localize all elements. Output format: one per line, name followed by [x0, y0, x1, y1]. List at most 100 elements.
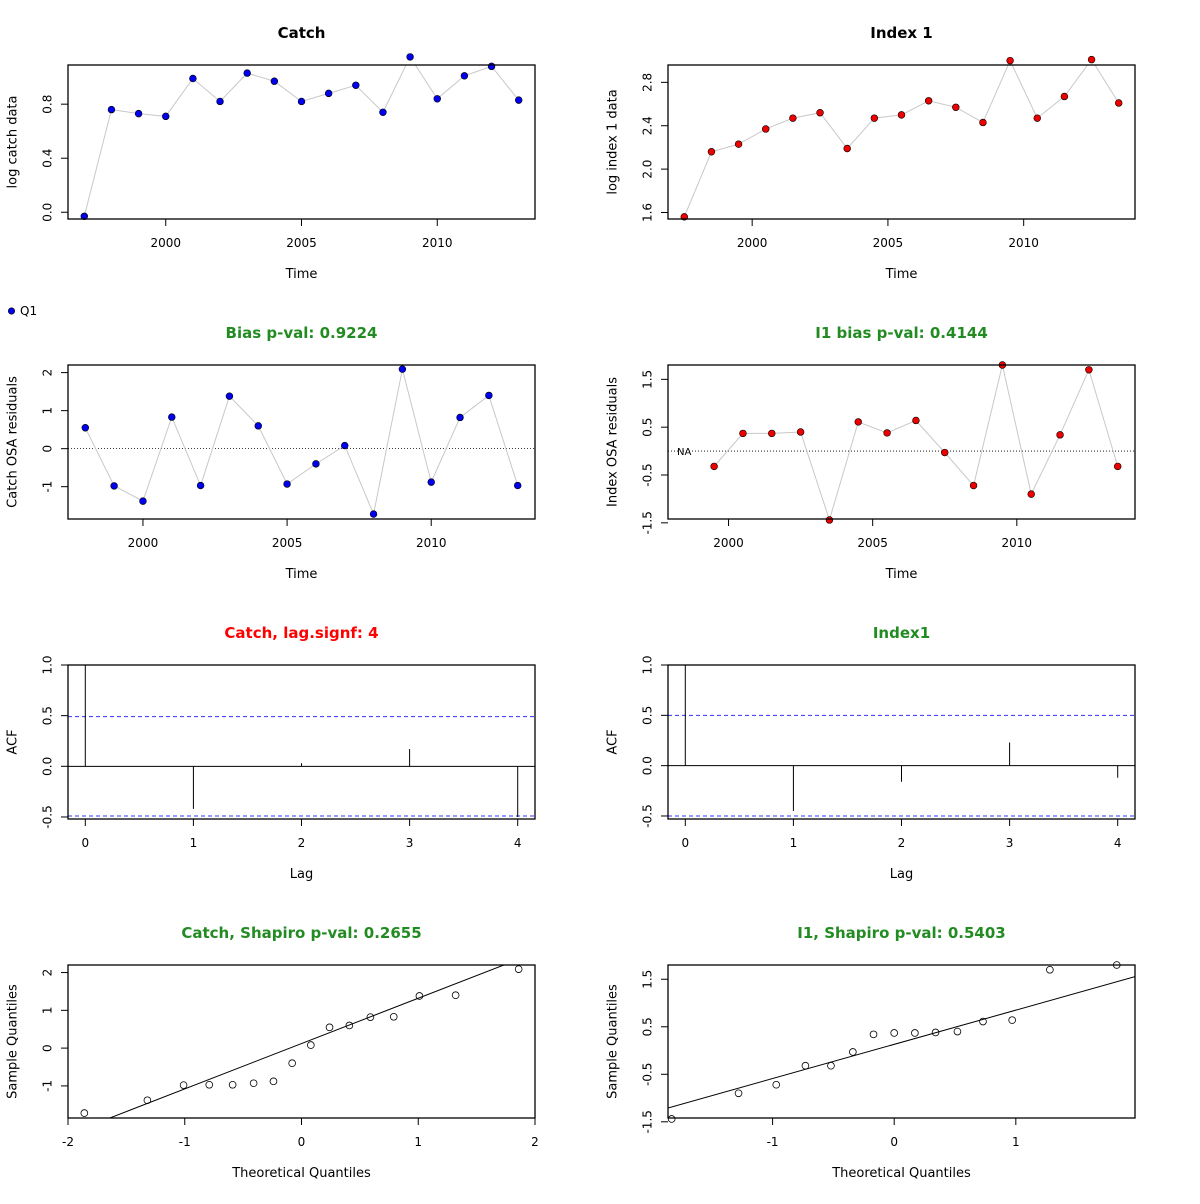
x-tick-label: 3 — [1006, 836, 1014, 850]
data-point — [312, 460, 320, 468]
y-tick-label: 1.6 — [641, 203, 655, 222]
data-point — [398, 365, 407, 373]
chart-title: Catch, lag.signf: 4 — [224, 624, 378, 642]
data-point — [768, 429, 776, 438]
x-axis-label: Theoretical Quantiles — [831, 1166, 971, 1181]
data-point — [1056, 431, 1064, 439]
qq-reference-line — [108, 965, 506, 1118]
qq-point — [80, 1109, 89, 1117]
y-tick-label: 2.0 — [641, 160, 655, 179]
qq-point — [205, 1080, 214, 1089]
series-line — [83, 65, 520, 217]
data-point — [1085, 366, 1093, 374]
data-point — [134, 109, 143, 118]
data-point — [406, 53, 414, 61]
x-tick-label: 1 — [414, 1135, 422, 1149]
chart-title: Index 1 — [870, 24, 933, 42]
x-tick-label: 2005 — [286, 236, 317, 250]
x-axis-label: Theoretical Quantiles — [231, 1166, 371, 1181]
x-tick-label: 2005 — [873, 236, 904, 250]
chart-title: Bias p-val: 0.9224 — [226, 324, 378, 342]
x-axis-label: Time — [885, 267, 918, 282]
data-point — [825, 516, 834, 524]
data-point — [456, 413, 464, 422]
data-point — [734, 140, 743, 148]
y-tick-label: -1 — [41, 481, 55, 493]
qq-point — [288, 1059, 296, 1068]
y-axis-label: ACF — [6, 729, 21, 754]
plot-content — [668, 665, 1135, 817]
qq-point — [415, 992, 424, 1000]
data-point — [762, 125, 770, 133]
y-axis-label: Index OSA residuals — [606, 377, 621, 507]
y-tick-label: -0.5 — [641, 463, 655, 486]
data-point — [1060, 92, 1069, 101]
data-point — [969, 481, 978, 490]
data-point — [1027, 490, 1035, 498]
y-axis-label: Catch OSA residuals — [6, 376, 21, 508]
data-point — [739, 429, 747, 438]
x-tick-label: 0 — [890, 1135, 898, 1149]
qq-point — [979, 1017, 987, 1026]
y-tick-label: 2.8 — [641, 73, 655, 92]
data-point — [110, 482, 118, 490]
y-tick-label: 0.0 — [641, 756, 655, 775]
data-point — [870, 114, 879, 122]
y-tick-label: 2 — [41, 969, 55, 977]
qq-reference-line — [668, 976, 1135, 1109]
series-line — [683, 65, 1120, 218]
data-point — [427, 478, 435, 486]
qq-point — [1008, 1016, 1016, 1024]
y-axis-label: Sample Quantiles — [606, 984, 621, 1099]
data-point — [883, 429, 891, 437]
y-tick-label: 0.5 — [641, 706, 655, 725]
x-tick-label: 2005 — [272, 536, 303, 550]
legend-q1-marker — [8, 307, 16, 315]
qq-point — [734, 1089, 743, 1098]
data-point — [796, 428, 805, 436]
legend-q1: Q1 — [8, 304, 37, 318]
y-tick-label: 0 — [41, 1044, 55, 1052]
y-tick-label: -0.5 — [641, 1063, 655, 1086]
data-point — [270, 77, 279, 85]
x-tick-label: 2010 — [422, 236, 453, 250]
qq-point — [953, 1027, 962, 1036]
y-tick-label: -0.5 — [641, 804, 655, 827]
x-tick-label: 2 — [531, 1135, 539, 1149]
qq-point — [307, 1041, 315, 1049]
data-point — [196, 481, 205, 490]
chart-title: I1 bias p-val: 0.4144 — [815, 324, 988, 342]
y-tick-label: 1 — [41, 1007, 55, 1015]
data-point — [189, 74, 197, 83]
plot-frame — [67, 664, 536, 820]
qq-point — [931, 1028, 940, 1037]
data-point — [941, 448, 949, 457]
data-point — [843, 144, 851, 153]
x-tick-label: 1 — [1012, 1135, 1020, 1149]
chart-index_ts: Index 1 2000 2005 2010 1.6 2.0 2.4 2.8 Time log i… — [606, 24, 1136, 282]
x-tick-label: -1 — [767, 1135, 779, 1149]
data-point — [216, 97, 224, 106]
data-point — [854, 418, 862, 426]
y-tick-label: 0.5 — [41, 706, 55, 725]
y-tick-label: 1.5 — [641, 370, 655, 389]
data-point — [487, 62, 496, 71]
data-point — [324, 89, 333, 98]
x-tick-label: 2 — [298, 836, 306, 850]
series-line — [713, 365, 1119, 519]
data-point — [515, 96, 523, 104]
y-tick-label: 0.0 — [41, 757, 55, 776]
x-tick-label: 2000 — [737, 236, 768, 250]
qq-point — [389, 1012, 398, 1021]
na-label: NA — [677, 447, 691, 458]
qq-point — [269, 1077, 278, 1086]
plot-frame — [67, 364, 536, 520]
plot-content — [108, 965, 506, 1118]
chart-catch_res: Bias p-val: 0.9224 2000 2005 2010 -1 0 1 2 Time C… — [6, 324, 536, 582]
chart-title: I1, Shapiro p-val: 0.5403 — [797, 924, 1005, 942]
x-tick-label: -2 — [62, 1135, 74, 1149]
x-tick-label: 0 — [681, 836, 689, 850]
y-axis-label: Sample Quantiles — [6, 984, 21, 1099]
data-point — [707, 148, 716, 156]
